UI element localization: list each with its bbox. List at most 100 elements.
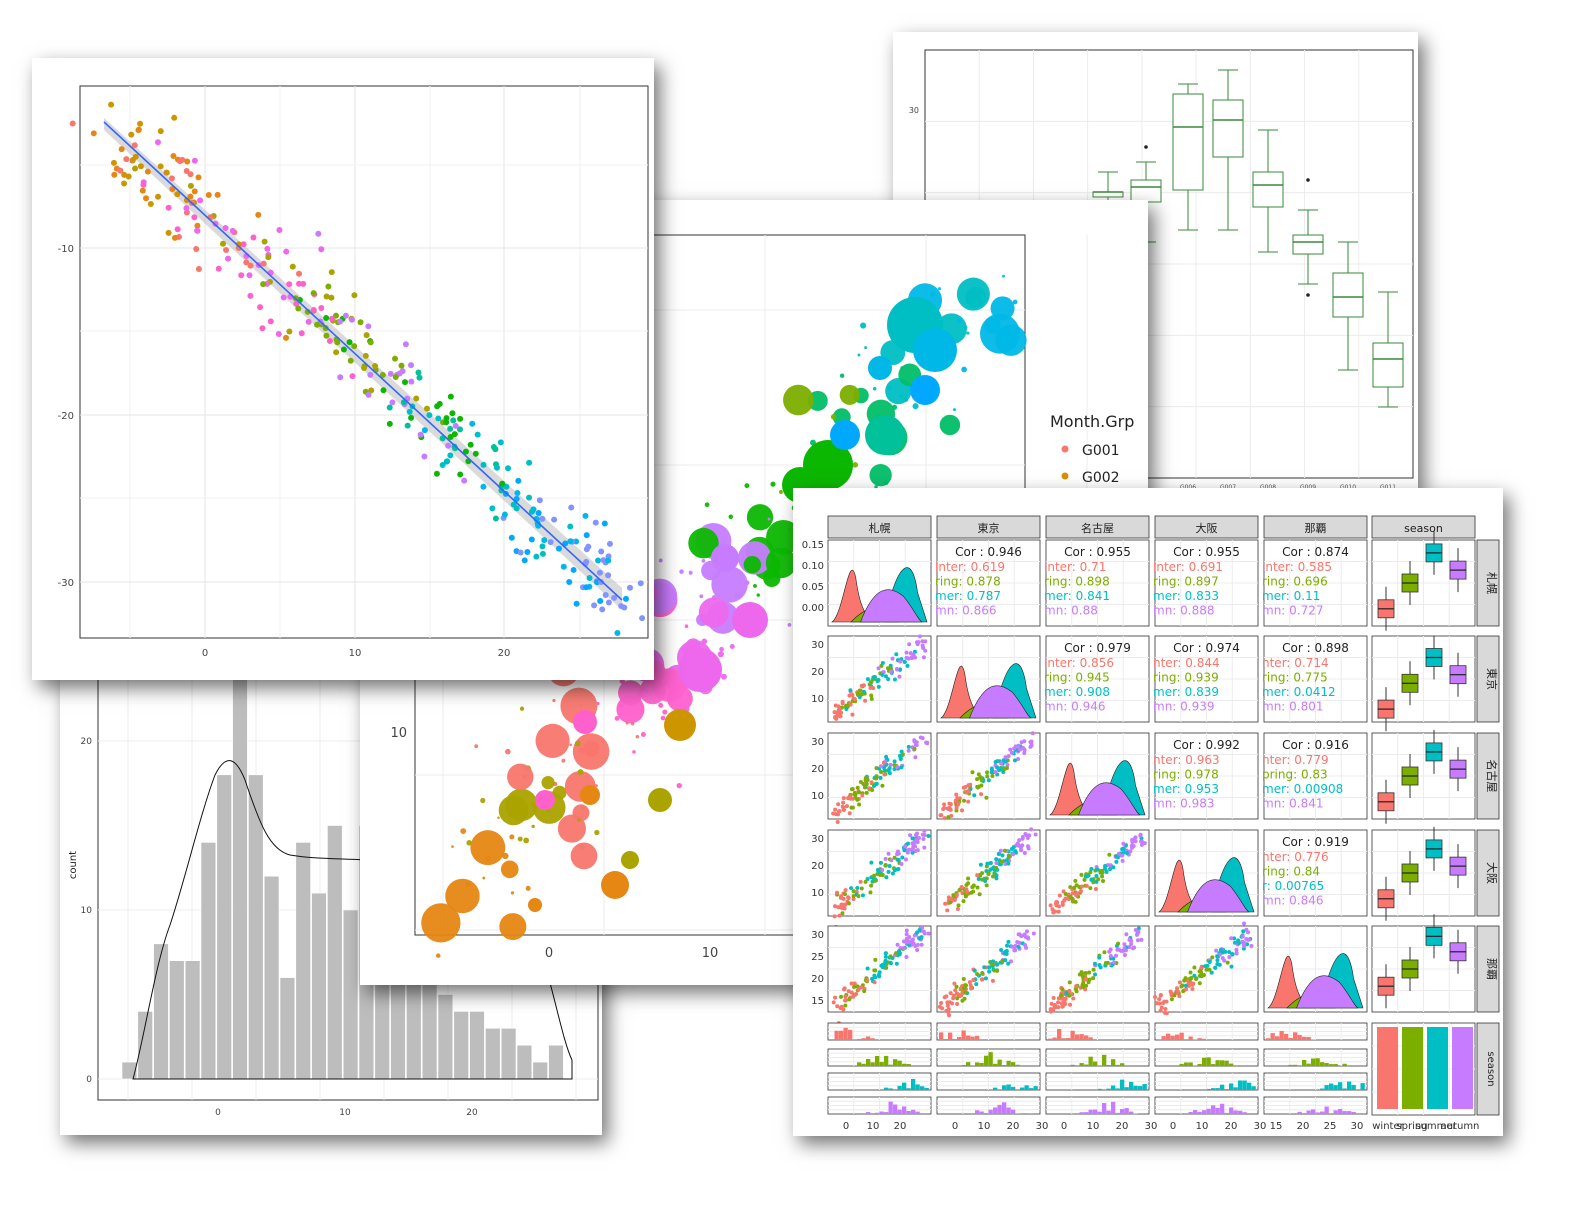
data-point bbox=[566, 578, 573, 585]
data-point bbox=[591, 602, 598, 609]
data-point bbox=[896, 857, 901, 862]
histogram-bar bbox=[1338, 1109, 1343, 1114]
data-point bbox=[1177, 994, 1182, 999]
data-point bbox=[1215, 958, 1220, 963]
histogram-bar bbox=[500, 1027, 517, 1080]
group-correlation: pring: 0.83 bbox=[1262, 768, 1328, 782]
data-point bbox=[1188, 970, 1193, 975]
histogram-bar bbox=[1206, 1057, 1211, 1066]
data-point bbox=[914, 640, 919, 645]
data-point bbox=[372, 362, 379, 369]
data-point bbox=[595, 557, 602, 564]
bubble bbox=[465, 881, 471, 887]
histogram-bar bbox=[902, 1063, 907, 1066]
histogram-bar bbox=[1170, 1035, 1175, 1040]
data-point bbox=[1003, 755, 1008, 760]
data-point bbox=[439, 462, 446, 469]
group-correlation: ring: 0.775 bbox=[1262, 671, 1328, 685]
group-correlation: ring: 0.939 bbox=[1153, 671, 1219, 685]
data-point bbox=[990, 962, 995, 967]
data-point bbox=[1026, 936, 1031, 941]
y-tick-label: 0.00 bbox=[802, 603, 824, 614]
data-point bbox=[328, 294, 335, 301]
data-point bbox=[197, 197, 204, 204]
histogram-bar bbox=[843, 1027, 848, 1040]
x-tick-label: 20 bbox=[1297, 1121, 1310, 1132]
bubble bbox=[765, 547, 797, 579]
data-point bbox=[606, 540, 613, 547]
data-point bbox=[416, 374, 423, 381]
data-point bbox=[968, 782, 973, 787]
histogram-bar bbox=[1342, 1111, 1347, 1114]
data-point bbox=[849, 805, 854, 810]
histogram-bar bbox=[888, 1101, 893, 1114]
histogram-bar bbox=[1347, 1111, 1352, 1114]
data-point bbox=[955, 996, 960, 1001]
data-point bbox=[1207, 967, 1212, 972]
histogram-bar bbox=[966, 1062, 971, 1066]
data-point bbox=[1064, 991, 1069, 996]
data-point bbox=[514, 489, 521, 496]
data-point bbox=[1020, 836, 1025, 841]
data-point bbox=[137, 163, 144, 170]
histogram-bar bbox=[1202, 1110, 1207, 1114]
histogram-bar bbox=[1284, 1033, 1289, 1040]
group-correlation: mn: 0.846 bbox=[1262, 894, 1324, 908]
data-point bbox=[1056, 1000, 1061, 1005]
bubble bbox=[507, 763, 534, 791]
facet-panel bbox=[1045, 1072, 1150, 1091]
data-point bbox=[902, 848, 907, 853]
data-point bbox=[837, 706, 842, 711]
data-point bbox=[1077, 972, 1082, 977]
bubble bbox=[732, 602, 768, 638]
column-strip bbox=[936, 515, 1041, 539]
data-point bbox=[1062, 996, 1067, 1001]
group-correlation: mn: 0.727 bbox=[1262, 604, 1324, 618]
data-point bbox=[990, 774, 995, 779]
row-strip-label: 札幌 bbox=[1485, 572, 1499, 594]
data-point bbox=[1087, 977, 1092, 982]
data-point bbox=[1246, 930, 1251, 935]
x-tick-label: G009 bbox=[1300, 484, 1316, 491]
data-point bbox=[1108, 867, 1113, 872]
facet-panel bbox=[1371, 1022, 1476, 1116]
data-point bbox=[283, 334, 290, 341]
bubble bbox=[436, 953, 441, 958]
data-point bbox=[907, 847, 912, 852]
data-point bbox=[900, 855, 905, 860]
facet-panel bbox=[1045, 829, 1150, 917]
data-point bbox=[897, 674, 902, 679]
histogram-bar bbox=[1138, 1086, 1143, 1090]
data-point bbox=[917, 936, 922, 941]
histogram-bar bbox=[1220, 1103, 1225, 1114]
data-point bbox=[1004, 951, 1009, 956]
data-point bbox=[1006, 939, 1011, 944]
data-point bbox=[1184, 983, 1189, 988]
legend-key bbox=[1061, 445, 1069, 453]
x-tick-label: summer bbox=[1415, 1121, 1457, 1132]
data-point bbox=[349, 373, 356, 380]
data-point bbox=[926, 931, 931, 936]
y-tick-label: 25 bbox=[811, 952, 824, 963]
histogram-bar bbox=[906, 1088, 911, 1090]
histogram-bar bbox=[1157, 1039, 1162, 1040]
x-tick-label: 30 bbox=[1036, 1121, 1049, 1132]
facet-panel bbox=[1371, 729, 1476, 824]
x-tick-label: G011 bbox=[1380, 484, 1396, 491]
bubble bbox=[523, 837, 530, 844]
x-tick-label: 20 bbox=[1225, 1121, 1238, 1132]
histogram-bar bbox=[1233, 1110, 1238, 1114]
histogram-bar bbox=[1220, 1084, 1225, 1090]
data-point bbox=[528, 536, 535, 543]
bubble bbox=[984, 317, 1001, 334]
bubble bbox=[519, 706, 525, 711]
histogram-bar bbox=[1320, 1111, 1325, 1114]
histogram-bar bbox=[1224, 1089, 1229, 1090]
histogram-bar bbox=[153, 943, 169, 1080]
histogram-bar bbox=[888, 1088, 893, 1090]
group-correlation: mn: 0.946 bbox=[1044, 700, 1106, 714]
data-point bbox=[894, 666, 899, 671]
data-point bbox=[314, 321, 321, 328]
data-point bbox=[910, 656, 915, 661]
bubble bbox=[635, 735, 640, 739]
